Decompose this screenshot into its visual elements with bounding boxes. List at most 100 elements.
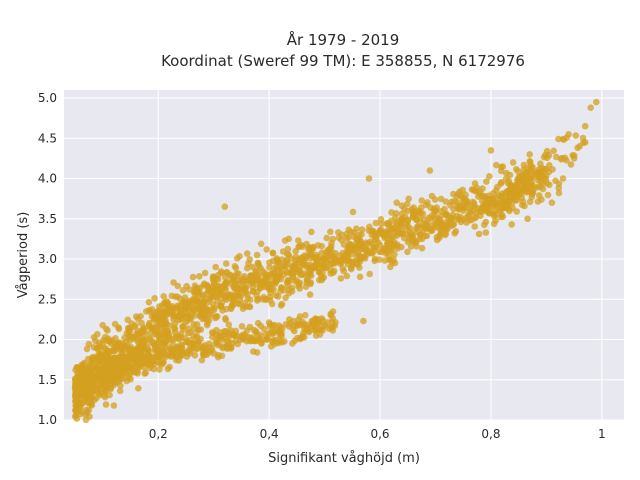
data-point — [274, 275, 281, 283]
data-point — [76, 378, 83, 386]
x-tick-label: 0,2 — [149, 427, 168, 441]
data-point — [292, 253, 300, 261]
data-point — [412, 239, 420, 247]
data-point — [267, 343, 275, 350]
x-tick-label: 0,8 — [481, 427, 500, 441]
data-point — [345, 244, 352, 251]
data-point — [572, 132, 580, 139]
data-point — [498, 179, 505, 186]
data-point — [167, 353, 175, 360]
data-point — [347, 250, 355, 258]
data-point — [295, 237, 302, 244]
data-point — [509, 190, 517, 197]
data-point — [238, 323, 246, 330]
data-point — [509, 159, 517, 166]
data-point — [489, 195, 497, 203]
y-tick-label: 2.0 — [38, 333, 57, 347]
data-point — [482, 229, 490, 236]
data-point — [321, 255, 328, 263]
data-point — [249, 336, 257, 344]
data-point — [499, 198, 507, 206]
data-point — [100, 361, 107, 368]
data-point — [102, 333, 109, 341]
data-point — [77, 384, 85, 391]
data-point — [284, 245, 292, 253]
data-point — [139, 336, 147, 344]
data-point — [437, 195, 445, 203]
data-point — [350, 233, 358, 240]
data-point — [278, 284, 285, 291]
data-point — [271, 269, 278, 277]
data-point — [378, 248, 385, 256]
y-tick-label: 3.5 — [38, 212, 57, 226]
data-point — [567, 161, 575, 168]
data-point — [144, 352, 152, 360]
data-point — [390, 224, 398, 231]
data-point — [274, 293, 282, 300]
data-point — [151, 342, 158, 349]
data-point — [103, 325, 110, 333]
data-point — [332, 249, 339, 257]
data-point — [125, 354, 133, 361]
data-point — [298, 321, 306, 329]
data-point — [553, 153, 560, 161]
data-point — [303, 252, 311, 260]
data-point — [105, 348, 112, 356]
data-point — [329, 327, 337, 334]
data-point — [345, 234, 352, 241]
data-point — [146, 319, 153, 327]
data-point — [544, 191, 552, 199]
data-point — [417, 231, 424, 238]
data-point — [548, 199, 556, 206]
data-point — [83, 345, 91, 353]
data-point — [401, 205, 408, 213]
data-point — [86, 362, 93, 370]
data-point — [330, 269, 337, 277]
data-point — [308, 228, 315, 236]
data-point — [318, 242, 326, 250]
data-point — [169, 339, 176, 346]
data-point — [158, 310, 165, 317]
data-point — [201, 280, 208, 288]
data-point — [247, 272, 254, 280]
data-point — [518, 178, 525, 186]
data-point — [117, 355, 124, 362]
data-point — [300, 261, 308, 269]
data-point — [393, 199, 401, 206]
data-point — [135, 385, 142, 392]
data-point — [273, 255, 281, 262]
data-point — [404, 248, 411, 256]
data-point — [472, 213, 480, 221]
data-point — [254, 332, 261, 340]
data-point — [361, 254, 369, 262]
data-point — [137, 342, 145, 350]
data-point — [281, 338, 288, 345]
data-point — [463, 214, 470, 222]
data-point — [212, 331, 220, 339]
data-point — [353, 225, 360, 232]
y-tick-label: 4.0 — [38, 172, 57, 186]
data-point — [186, 329, 194, 336]
data-point — [239, 278, 247, 285]
data-point — [84, 397, 91, 404]
chart-title: År 1979 - 2019 — [287, 30, 400, 49]
data-point — [206, 296, 213, 303]
data-point — [194, 285, 201, 293]
data-point — [559, 175, 567, 182]
data-point — [176, 335, 183, 343]
data-point — [132, 356, 139, 364]
data-point — [296, 313, 304, 320]
data-point — [141, 364, 148, 371]
data-point — [188, 305, 196, 312]
data-point — [413, 225, 420, 232]
data-point — [323, 234, 331, 242]
data-point — [546, 162, 553, 169]
data-point — [115, 365, 122, 373]
data-point — [352, 249, 360, 256]
data-point — [138, 353, 146, 361]
data-point — [115, 345, 123, 352]
data-point — [181, 294, 189, 301]
data-point — [180, 325, 187, 333]
data-point — [82, 416, 90, 424]
data-point — [354, 244, 362, 251]
